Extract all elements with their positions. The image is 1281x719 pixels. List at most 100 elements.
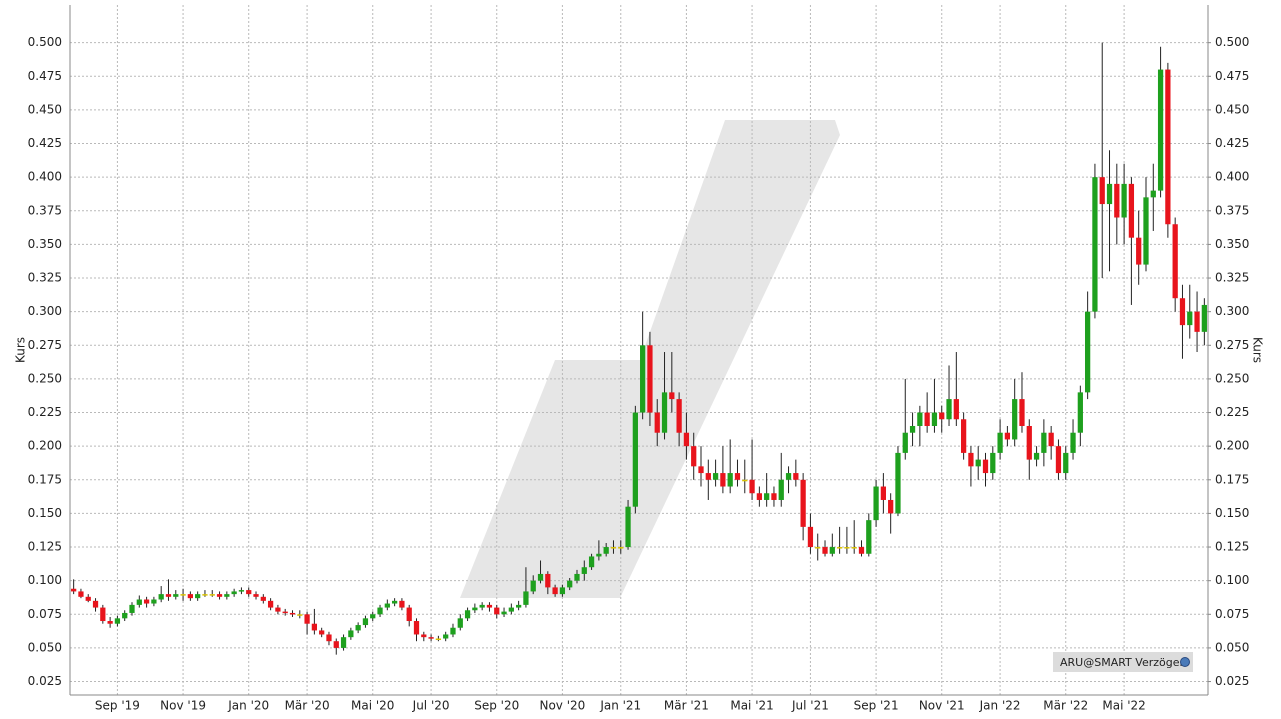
candle-body [326, 634, 332, 642]
y2-axis-label: Kurs [1251, 337, 1265, 363]
candle-body [516, 604, 522, 608]
candle-body [85, 596, 91, 601]
candle-body [968, 452, 974, 467]
candle-body [1092, 177, 1098, 312]
candle-body [1136, 237, 1142, 265]
candle-body [1070, 432, 1076, 453]
y2-tick-label: 0.375 [1215, 203, 1249, 217]
candle-body [428, 637, 434, 639]
candle-body [712, 473, 719, 480]
candle-body [851, 547, 857, 549]
candle-body [304, 614, 310, 624]
candle-body [209, 594, 215, 596]
candle-body [216, 594, 223, 597]
y2-tick-label: 0.250 [1215, 371, 1249, 385]
candle-body [771, 493, 777, 500]
candle-body [1026, 425, 1032, 460]
x-tick-label: Mär '22 [1043, 699, 1088, 713]
candle-body [231, 591, 237, 595]
candle-body [486, 604, 493, 608]
candle-body [537, 573, 544, 581]
candle-body [800, 479, 806, 527]
candle-body [603, 547, 609, 554]
candle-body [421, 634, 427, 638]
y2-tick-label: 0.150 [1215, 506, 1249, 520]
candle-body [888, 499, 894, 514]
source-icon[interactable] [1180, 657, 1190, 667]
candle-body [1019, 399, 1025, 426]
candle-body [494, 607, 500, 615]
candle-body [362, 618, 369, 626]
candle-body [778, 479, 784, 500]
candle-body [246, 590, 252, 595]
candle-body [749, 479, 755, 494]
y-tick-label: 0.200 [28, 439, 62, 453]
candle-body [661, 392, 668, 433]
y2-tick-label: 0.125 [1215, 540, 1249, 554]
y-tick-label: 0.175 [28, 472, 62, 486]
candle-body [508, 607, 514, 612]
candle-body [909, 425, 916, 433]
y-tick-label: 0.400 [28, 170, 62, 184]
candle-body [370, 614, 376, 619]
x-tick-label: Jul '21 [791, 699, 829, 713]
candle-body [143, 599, 150, 604]
candle-body [632, 412, 638, 507]
candle-body [866, 520, 872, 554]
candle-body [873, 486, 879, 521]
candle-body [793, 473, 799, 480]
y-tick-label: 0.350 [28, 237, 62, 251]
candle-body [698, 466, 704, 474]
candle-body [114, 618, 121, 624]
candle-body [282, 611, 288, 614]
candle-body [618, 547, 624, 549]
candle-body [1048, 432, 1054, 447]
candle-body [1128, 183, 1135, 238]
candle-body [924, 412, 930, 426]
candle-body [960, 419, 967, 453]
candle-body [647, 345, 653, 413]
y-tick-label: 0.075 [28, 607, 62, 621]
y-tick-label: 0.475 [28, 69, 62, 83]
candle-body [596, 553, 602, 557]
source-label: ARU@SMART Verzögert [1060, 656, 1189, 669]
candle-body [384, 603, 390, 608]
y2-tick-label: 0.500 [1215, 35, 1249, 49]
x-tick-label: Nov '19 [160, 699, 206, 713]
y2-tick-label: 0.350 [1215, 237, 1249, 251]
y2-tick-label: 0.075 [1215, 607, 1249, 621]
x-tick-label: Jan '22 [979, 699, 1021, 713]
candle-body [815, 547, 821, 549]
candle-body [1150, 190, 1156, 198]
candle-body [990, 452, 996, 474]
candle-body [683, 432, 690, 447]
candle-body [92, 600, 99, 608]
candle-body [858, 547, 865, 554]
x-tick-label: Jan '20 [227, 699, 269, 713]
candle-body [391, 600, 398, 604]
y-tick-label: 0.500 [28, 35, 62, 49]
candle-body [1055, 446, 1062, 474]
y-tick-label: 0.325 [28, 271, 62, 285]
y2-tick-label: 0.175 [1215, 472, 1249, 486]
x-tick-label: Nov '20 [539, 699, 585, 713]
candle-body [997, 432, 1003, 453]
candle-body [195, 594, 201, 599]
candle-body [829, 547, 835, 554]
candle-body [479, 604, 485, 608]
candle-body [1099, 177, 1105, 205]
candle-body [1077, 392, 1083, 433]
candle-body [165, 594, 172, 597]
candle-body [472, 607, 478, 611]
candle-body [567, 580, 573, 588]
candle-body [173, 594, 179, 597]
candle-body [136, 599, 142, 605]
y2-tick-label: 0.425 [1215, 136, 1249, 150]
y2-tick-label: 0.225 [1215, 405, 1249, 419]
candle-body [319, 630, 325, 635]
candle-body [1085, 311, 1091, 393]
candle-body [457, 618, 463, 628]
candle-body [333, 641, 339, 648]
candle-body [340, 637, 347, 648]
candle-body [1004, 432, 1011, 440]
